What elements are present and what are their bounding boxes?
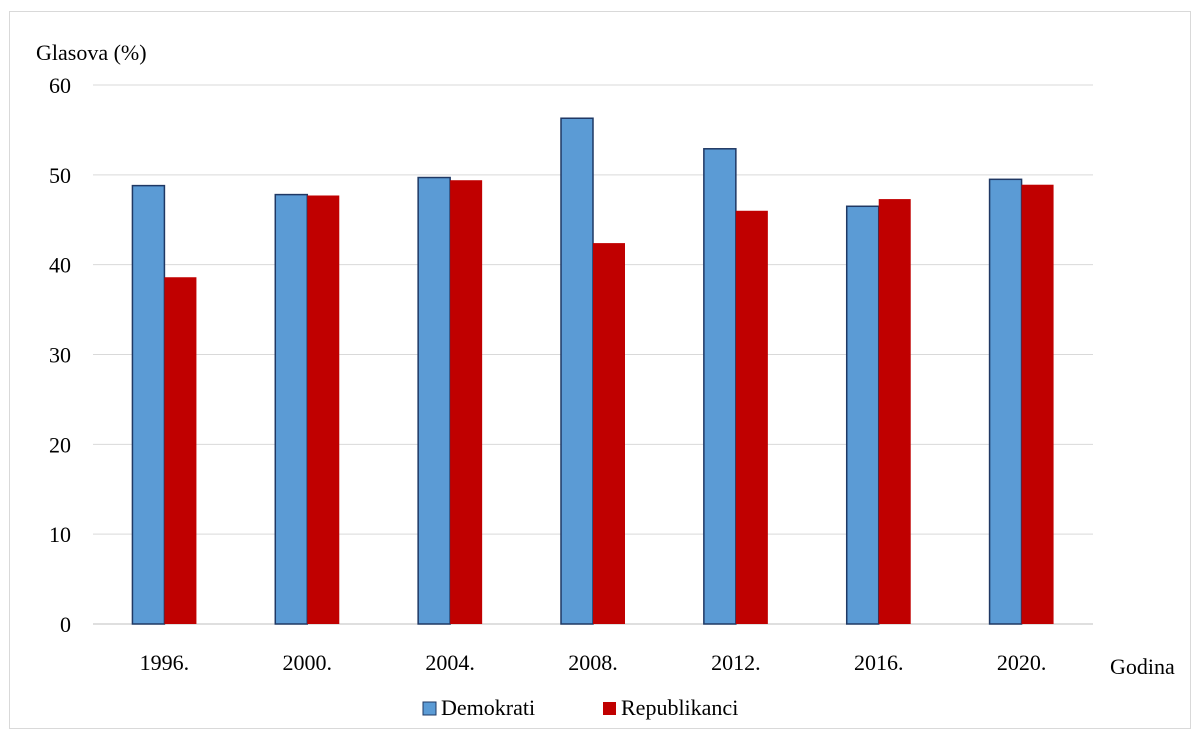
x-tick-labels: 1996. 2000. 2004. 2008. 2012. 2016. 2020. (140, 650, 1047, 675)
y-tick-label: 40 (49, 253, 71, 278)
y-tick-label: 0 (60, 612, 71, 637)
legend-label-demokrati: Demokrati (441, 695, 535, 720)
bar-demokrati-2004 (417, 176, 451, 625)
bar-demokrati-2008 (560, 117, 594, 625)
y-tick-label: 30 (49, 343, 71, 368)
x-tick-label: 2004. (425, 650, 475, 675)
bar-demokrati-2000 (274, 193, 309, 625)
y-tick-label: 60 (49, 73, 71, 98)
bar-demokrati-2012 (703, 148, 737, 625)
bar-republikanci-1996 (164, 277, 197, 624)
y-tick-label: 20 (49, 432, 71, 457)
x-axis-label: Godina (1110, 654, 1175, 679)
bar-republikanci-2004 (450, 180, 483, 624)
legend: Demokrati Republikanci (422, 695, 738, 720)
bar-demokrati-1996 (131, 184, 166, 625)
y-tick-labels: 0 10 20 30 40 50 60 (49, 73, 71, 637)
bar-republikanci-2000 (307, 195, 340, 624)
y-axis-label: Glasova (%) (36, 40, 147, 65)
x-tick-label: 1996. (140, 650, 190, 675)
bars (131, 117, 1054, 625)
bar-republikanci-2020 (1021, 184, 1054, 624)
x-tick-label: 2000. (283, 650, 333, 675)
x-tick-label: 2020. (997, 650, 1047, 675)
bar-republikanci-2016 (878, 199, 911, 625)
bar-republikanci-2012 (735, 210, 768, 624)
bar-republikanci-2008 (593, 243, 625, 624)
y-tick-label: 50 (49, 163, 71, 188)
bar-demokrati-2020 (988, 178, 1023, 625)
legend-label-republikanci: Republikanci (621, 695, 738, 720)
y-tick-label: 10 (49, 522, 71, 547)
x-tick-label: 2012. (711, 650, 761, 675)
x-tick-label: 2016. (854, 650, 904, 675)
x-tick-label: 2008. (568, 650, 618, 675)
bar-demokrati-2016 (845, 205, 880, 625)
legend-swatch-demokrati (422, 701, 437, 716)
legend-swatch-republikanci (603, 702, 616, 715)
